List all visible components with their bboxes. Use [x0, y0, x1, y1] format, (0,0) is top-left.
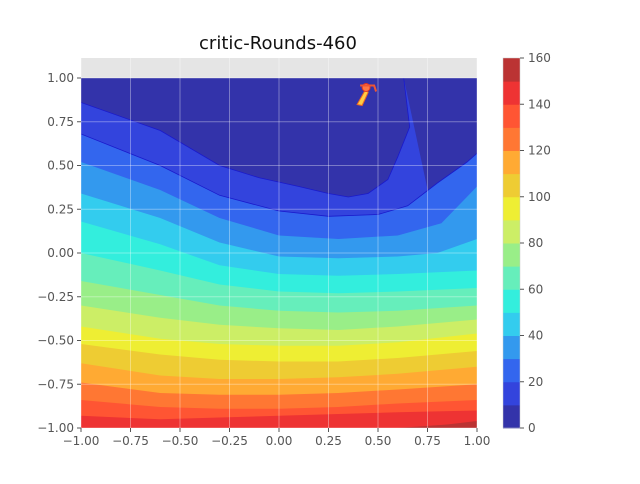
colorbar-tick-label: 40: [528, 329, 543, 343]
chart-title: critic-Rounds-460: [199, 33, 357, 54]
grid-lines: [80, 58, 478, 429]
colorbar: [502, 57, 521, 429]
y-tick-label: −1.00: [37, 421, 74, 435]
y-tick-label: −0.25: [37, 290, 74, 304]
colorbar-tick-label: 80: [528, 236, 543, 250]
x-tick-label: 0.00: [266, 434, 293, 448]
colorbar-segment: [503, 289, 520, 313]
colorbar-segment: [503, 173, 520, 198]
y-tick-label: −0.50: [37, 334, 74, 348]
colorbar-segment: [503, 127, 520, 151]
x-tick-label: −0.50: [162, 434, 199, 448]
colorbar-segment: [503, 58, 520, 82]
colorbar-tick-label: 160: [528, 51, 551, 65]
x-tick-label: 0.50: [365, 434, 392, 448]
y-tick-label: 0.75: [47, 115, 74, 129]
colorbar-segment: [503, 243, 520, 267]
colorbar-segment: [503, 219, 520, 244]
contour-bands: [81, 78, 477, 428]
colorbar-segment: [503, 196, 520, 221]
colorbar-segment: [503, 266, 520, 290]
x-tick-label: 1.00: [464, 434, 491, 448]
colorbar-segment: [503, 81, 520, 105]
colorbar-segment: [503, 358, 520, 383]
x-tick-label: 0.75: [414, 434, 441, 448]
y-tick-label: 0.25: [47, 202, 74, 216]
contour-lines: [81, 78, 477, 217]
colorbar-ticks: 0 20 40 60 80 100 120 140 160: [520, 51, 551, 435]
y-axis-ticks: 1.00 0.75 0.50 0.25 0.00 −0.25 −0.50 −0.75 −1.00: [37, 71, 81, 435]
x-tick-label: −0.75: [112, 434, 149, 448]
y-tick-label: 1.00: [47, 71, 74, 85]
colorbar-segment: [503, 104, 520, 128]
contour-band-140: [81, 410, 477, 428]
colorbar-segment: [503, 404, 520, 429]
colorbar-tick-label: 60: [528, 282, 543, 296]
contour-band-150: [81, 421, 477, 428]
colorbar-tick-label: 140: [528, 97, 551, 111]
x-tick-label: −0.25: [211, 434, 248, 448]
colorbar-segment: [503, 381, 520, 406]
colorbar-segment: [503, 150, 520, 175]
colorbar-segment: [503, 335, 520, 360]
x-tick-label: 0.25: [315, 434, 342, 448]
y-tick-label: 0.00: [47, 246, 74, 260]
robot-arm-marker: [356, 83, 378, 107]
colorbar-tick-label: 100: [528, 190, 551, 204]
marker-gripper: [360, 84, 378, 92]
x-axis-ticks: −1.00 −0.75 −0.50 −0.25 0.00 0.25 0.50 0.75 1.00: [63, 428, 491, 448]
colorbar-tick-label: 0: [528, 421, 536, 435]
x-tick-label: −1.00: [63, 434, 100, 448]
contour-line-20: [81, 133, 477, 217]
colorbar-tick-label: 20: [528, 375, 543, 389]
colorbar-tick-label: 120: [528, 144, 551, 158]
contour-line-10: [81, 78, 411, 198]
colorbar-segment: [503, 312, 520, 336]
y-tick-label: −0.75: [37, 377, 74, 391]
y-tick-label: 0.50: [47, 159, 74, 173]
